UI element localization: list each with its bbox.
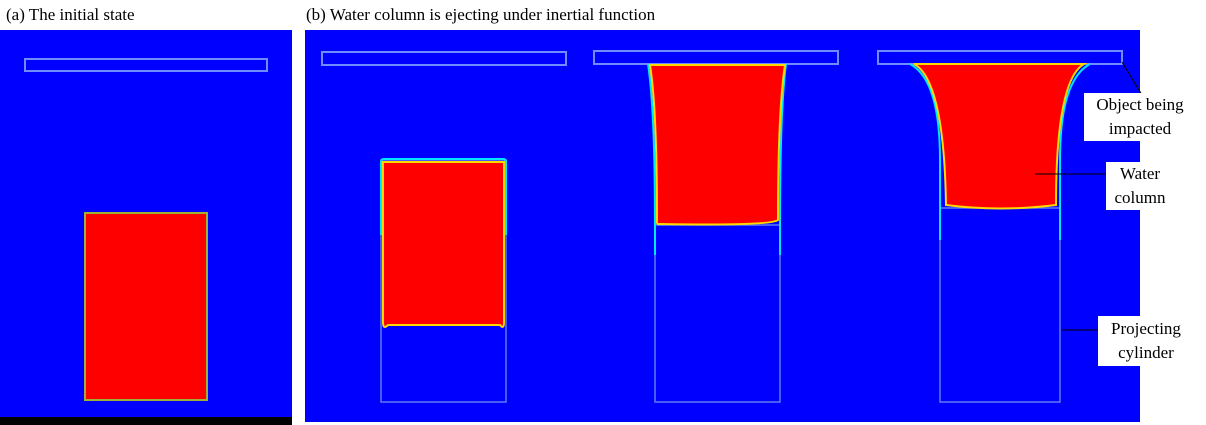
annotation: column [1115,188,1166,207]
ground [0,417,292,425]
panel-caption: (b) Water column is ejecting under inert… [306,5,656,24]
annotation: cylinder [1118,343,1174,362]
annotation: Object being [1096,95,1184,114]
panel-caption: (a) The initial state [6,5,135,24]
annotation: Water [1120,164,1160,183]
water-column [85,213,207,400]
water-column [383,162,504,327]
annotation: Projecting [1111,319,1181,338]
annotation: impacted [1109,119,1172,138]
figure: (a) The initial state (b) Water column i… [0,0,1206,425]
water-column [650,65,785,225]
